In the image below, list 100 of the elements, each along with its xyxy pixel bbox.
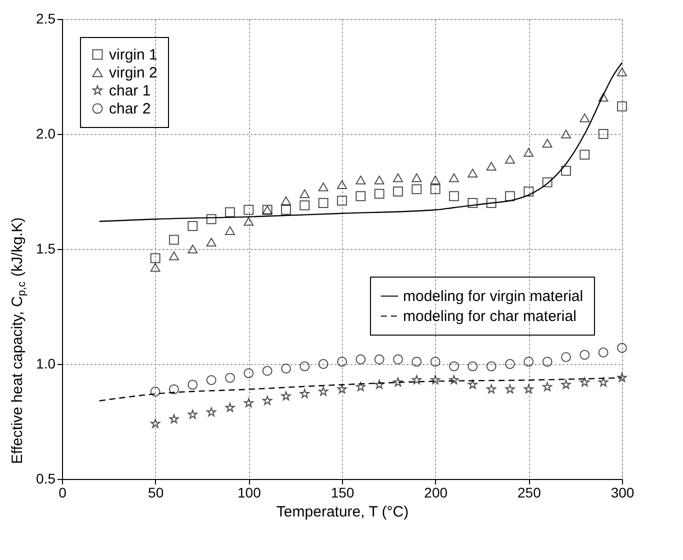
point bbox=[561, 130, 571, 138]
point bbox=[337, 384, 347, 394]
point bbox=[468, 361, 478, 372]
point bbox=[356, 176, 366, 184]
x-axis-title: Temperature, T (°C) bbox=[276, 504, 409, 520]
point bbox=[374, 176, 384, 184]
point bbox=[542, 382, 552, 392]
point bbox=[188, 380, 198, 390]
legend-label: virgin 2 bbox=[109, 64, 158, 82]
point bbox=[412, 173, 422, 182]
point bbox=[374, 354, 384, 364]
point bbox=[225, 207, 235, 218]
point bbox=[468, 198, 478, 208]
point bbox=[542, 356, 552, 367]
y-tick-label: 2.0 bbox=[36, 126, 56, 142]
point bbox=[542, 177, 552, 188]
point bbox=[150, 386, 160, 397]
point bbox=[169, 384, 179, 394]
legend-label: modeling for virgin material bbox=[403, 288, 584, 306]
point bbox=[430, 184, 440, 194]
point bbox=[356, 191, 366, 202]
point bbox=[561, 352, 571, 362]
point bbox=[262, 396, 272, 405]
point bbox=[300, 388, 310, 398]
point bbox=[225, 402, 235, 412]
point bbox=[244, 368, 254, 378]
point bbox=[524, 356, 534, 367]
point bbox=[356, 382, 366, 392]
point bbox=[561, 166, 571, 176]
point bbox=[598, 348, 608, 358]
point bbox=[430, 176, 440, 184]
point bbox=[486, 384, 496, 394]
legend-label: virgin 1 bbox=[109, 46, 158, 64]
point bbox=[412, 375, 422, 384]
point bbox=[169, 252, 179, 260]
point bbox=[486, 198, 496, 208]
x-tick-label: 250 bbox=[517, 484, 542, 500]
point bbox=[505, 154, 515, 164]
point bbox=[169, 234, 179, 245]
point bbox=[150, 253, 160, 264]
point bbox=[598, 92, 608, 102]
point bbox=[524, 186, 534, 196]
point bbox=[281, 196, 291, 206]
point bbox=[393, 354, 403, 364]
point bbox=[225, 226, 235, 235]
point bbox=[449, 375, 459, 384]
point bbox=[524, 384, 534, 394]
point bbox=[505, 191, 515, 202]
point bbox=[542, 138, 552, 148]
point bbox=[486, 162, 496, 171]
point bbox=[617, 342, 627, 353]
point bbox=[318, 182, 328, 192]
point bbox=[393, 173, 403, 182]
y-tick-label: 2.5 bbox=[36, 10, 56, 26]
point bbox=[374, 188, 384, 199]
point bbox=[206, 214, 216, 224]
point bbox=[337, 196, 347, 206]
point bbox=[598, 129, 608, 139]
point bbox=[318, 198, 328, 208]
x-tick-label: 0 bbox=[58, 484, 67, 500]
point bbox=[318, 386, 328, 396]
point bbox=[412, 356, 422, 367]
point bbox=[393, 186, 403, 196]
point bbox=[206, 238, 216, 246]
x-tick-label: 300 bbox=[610, 484, 634, 500]
point bbox=[337, 180, 347, 189]
legend-label: char 1 bbox=[109, 82, 151, 100]
y-tick-label: 0.5 bbox=[36, 470, 56, 486]
point bbox=[337, 356, 347, 367]
point bbox=[617, 101, 627, 112]
point bbox=[169, 414, 179, 424]
point bbox=[580, 114, 590, 122]
point bbox=[188, 244, 198, 254]
point bbox=[281, 204, 291, 215]
y-tick-label: 1.5 bbox=[36, 240, 56, 256]
x-tick-label: 100 bbox=[237, 484, 262, 500]
point bbox=[617, 372, 627, 382]
point bbox=[281, 364, 291, 374]
point bbox=[580, 350, 590, 360]
point bbox=[300, 361, 310, 372]
point bbox=[188, 221, 198, 231]
point bbox=[374, 380, 384, 389]
x-tick-label: 150 bbox=[330, 484, 354, 500]
point bbox=[150, 263, 160, 272]
point bbox=[300, 189, 310, 198]
point bbox=[262, 366, 272, 376]
legend-label: modeling for char material bbox=[403, 308, 576, 326]
point bbox=[150, 418, 160, 428]
point bbox=[318, 359, 328, 369]
point bbox=[412, 184, 422, 194]
point bbox=[244, 204, 254, 215]
point bbox=[449, 191, 459, 202]
point bbox=[598, 377, 608, 387]
point bbox=[561, 380, 571, 389]
point bbox=[505, 359, 515, 369]
point bbox=[356, 354, 366, 364]
point bbox=[580, 150, 590, 160]
point bbox=[468, 380, 478, 389]
point bbox=[486, 361, 496, 372]
point bbox=[468, 168, 478, 178]
